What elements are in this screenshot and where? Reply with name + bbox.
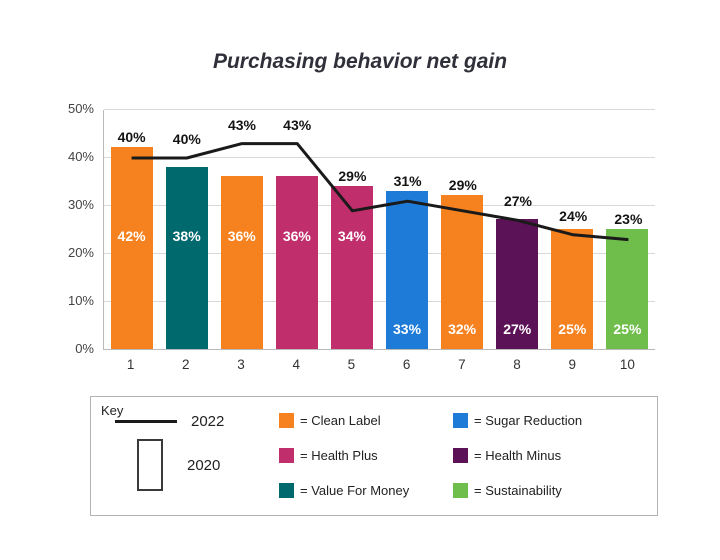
- legend-item: = Value For Money: [279, 483, 453, 498]
- bar-category-7: 32%: [441, 195, 484, 349]
- legend-color-swatch-icon: [453, 448, 468, 463]
- bar-column: 33%: [379, 110, 434, 349]
- gridline: [104, 253, 655, 254]
- bar-column: 27%: [490, 110, 545, 349]
- bar-category-4: 36%: [275, 176, 318, 349]
- legend-item: = Health Minus: [453, 448, 582, 463]
- bar-value-label: 25%: [613, 321, 642, 337]
- bar-category-6: 33%: [386, 190, 429, 349]
- bar-value-label: 32%: [448, 321, 477, 337]
- legend-title: Key: [101, 403, 124, 418]
- bar-swatch-icon: [137, 439, 163, 491]
- x-tick-label: 1: [126, 357, 135, 372]
- y-tick-label: 10%: [67, 293, 94, 308]
- line-swatch-icon: [115, 420, 177, 423]
- chart-title: Purchasing behavior net gain: [212, 50, 508, 73]
- x-axis-labels: 1 2 3 4 5 6 7 8 9 10: [103, 357, 655, 372]
- bar-category-5: 34%: [330, 185, 373, 349]
- y-tick-label: 0%: [75, 341, 94, 356]
- plot-area: 0% 10% 20% 30% 40% 50% 42% 38% 36% 36% 34% 33% 32% 2…: [68, 101, 655, 356]
- legend-item: = Clean Label: [279, 413, 453, 428]
- legend-color-swatch-icon: [279, 483, 294, 498]
- bar-category-3: 36%: [220, 176, 263, 349]
- bar-column: 36%: [214, 110, 269, 349]
- legend-color-swatch-icon: [453, 413, 468, 428]
- legend-item: = Sustainability: [453, 483, 582, 498]
- trend-line: [131, 142, 629, 242]
- legend-item: = Health Plus: [279, 448, 453, 463]
- x-tick-label: 3: [237, 357, 245, 372]
- y-tick-label: 20%: [67, 245, 94, 260]
- legend-color-swatch-icon: [453, 483, 468, 498]
- legend-item-label: = Health Minus: [474, 448, 562, 463]
- x-tick-label: 9: [568, 357, 576, 372]
- x-tick-label: 5: [347, 357, 356, 372]
- bar-category-9: 25%: [551, 229, 594, 349]
- bar-category-1: 42%: [110, 147, 153, 349]
- legend-series-2020: 2020: [137, 439, 220, 491]
- legend-item-label: = Health Plus: [300, 448, 378, 463]
- legend-item-label: = Sustainability: [474, 483, 562, 498]
- bar-category-2: 38%: [165, 166, 208, 349]
- legend-series-2022: 2022: [115, 413, 224, 430]
- bar-value-label: 36%: [282, 228, 311, 244]
- y-tick-label: 40%: [67, 149, 94, 164]
- y-tick-label: 50%: [67, 101, 94, 116]
- legend-2020-label: 2020: [187, 456, 221, 474]
- bar-value-label: 33%: [393, 321, 422, 337]
- legend: Key 2022 2020 = Clean Label = Sugar Reduc…: [90, 396, 658, 516]
- bar-column: 42%: [104, 110, 159, 349]
- bar-column: 34%: [324, 110, 379, 349]
- bar-column: 25%: [600, 110, 655, 349]
- bar-category-10: 25%: [606, 229, 649, 349]
- bar-value-label: 25%: [558, 321, 587, 337]
- bars: 42% 38% 36% 36% 34% 33% 32% 27% 25% 25%: [104, 110, 655, 349]
- y-tick-label: 30%: [67, 197, 94, 212]
- bar-value-label: 36%: [227, 228, 256, 244]
- legend-item-label: = Sugar Reduction: [474, 413, 583, 428]
- bar-category-8: 27%: [496, 219, 539, 349]
- gridline: [104, 301, 655, 302]
- bar-column: 38%: [159, 110, 214, 349]
- legend-color-swatch-icon: [279, 448, 294, 463]
- x-tick-label: 7: [458, 357, 466, 372]
- bar-value-label: 34%: [337, 228, 366, 244]
- bar-value-label: 42%: [117, 228, 146, 244]
- legend-2022-label: 2022: [191, 413, 225, 430]
- bar-column: 25%: [545, 110, 600, 349]
- legend-items: = Clean Label = Sugar Reduction = Health P…: [279, 413, 582, 498]
- x-tick-label: 4: [292, 357, 300, 372]
- bar-value-label: 27%: [503, 321, 532, 337]
- gridline: [104, 109, 655, 110]
- legend-item-label: = Value For Money: [300, 483, 410, 498]
- bar-value-label: 38%: [172, 228, 201, 244]
- legend-item: = Sugar Reduction: [453, 413, 582, 428]
- bar-column: 32%: [435, 110, 490, 349]
- x-tick-label: 8: [513, 357, 521, 372]
- gridline: [104, 157, 655, 158]
- x-tick-label: 2: [182, 357, 190, 372]
- legend-color-swatch-icon: [279, 413, 294, 428]
- bar-column: 36%: [269, 110, 324, 349]
- x-tick-label: 10: [619, 357, 635, 372]
- legend-item-label: = Clean Label: [300, 413, 381, 428]
- x-tick-label: 6: [402, 357, 411, 372]
